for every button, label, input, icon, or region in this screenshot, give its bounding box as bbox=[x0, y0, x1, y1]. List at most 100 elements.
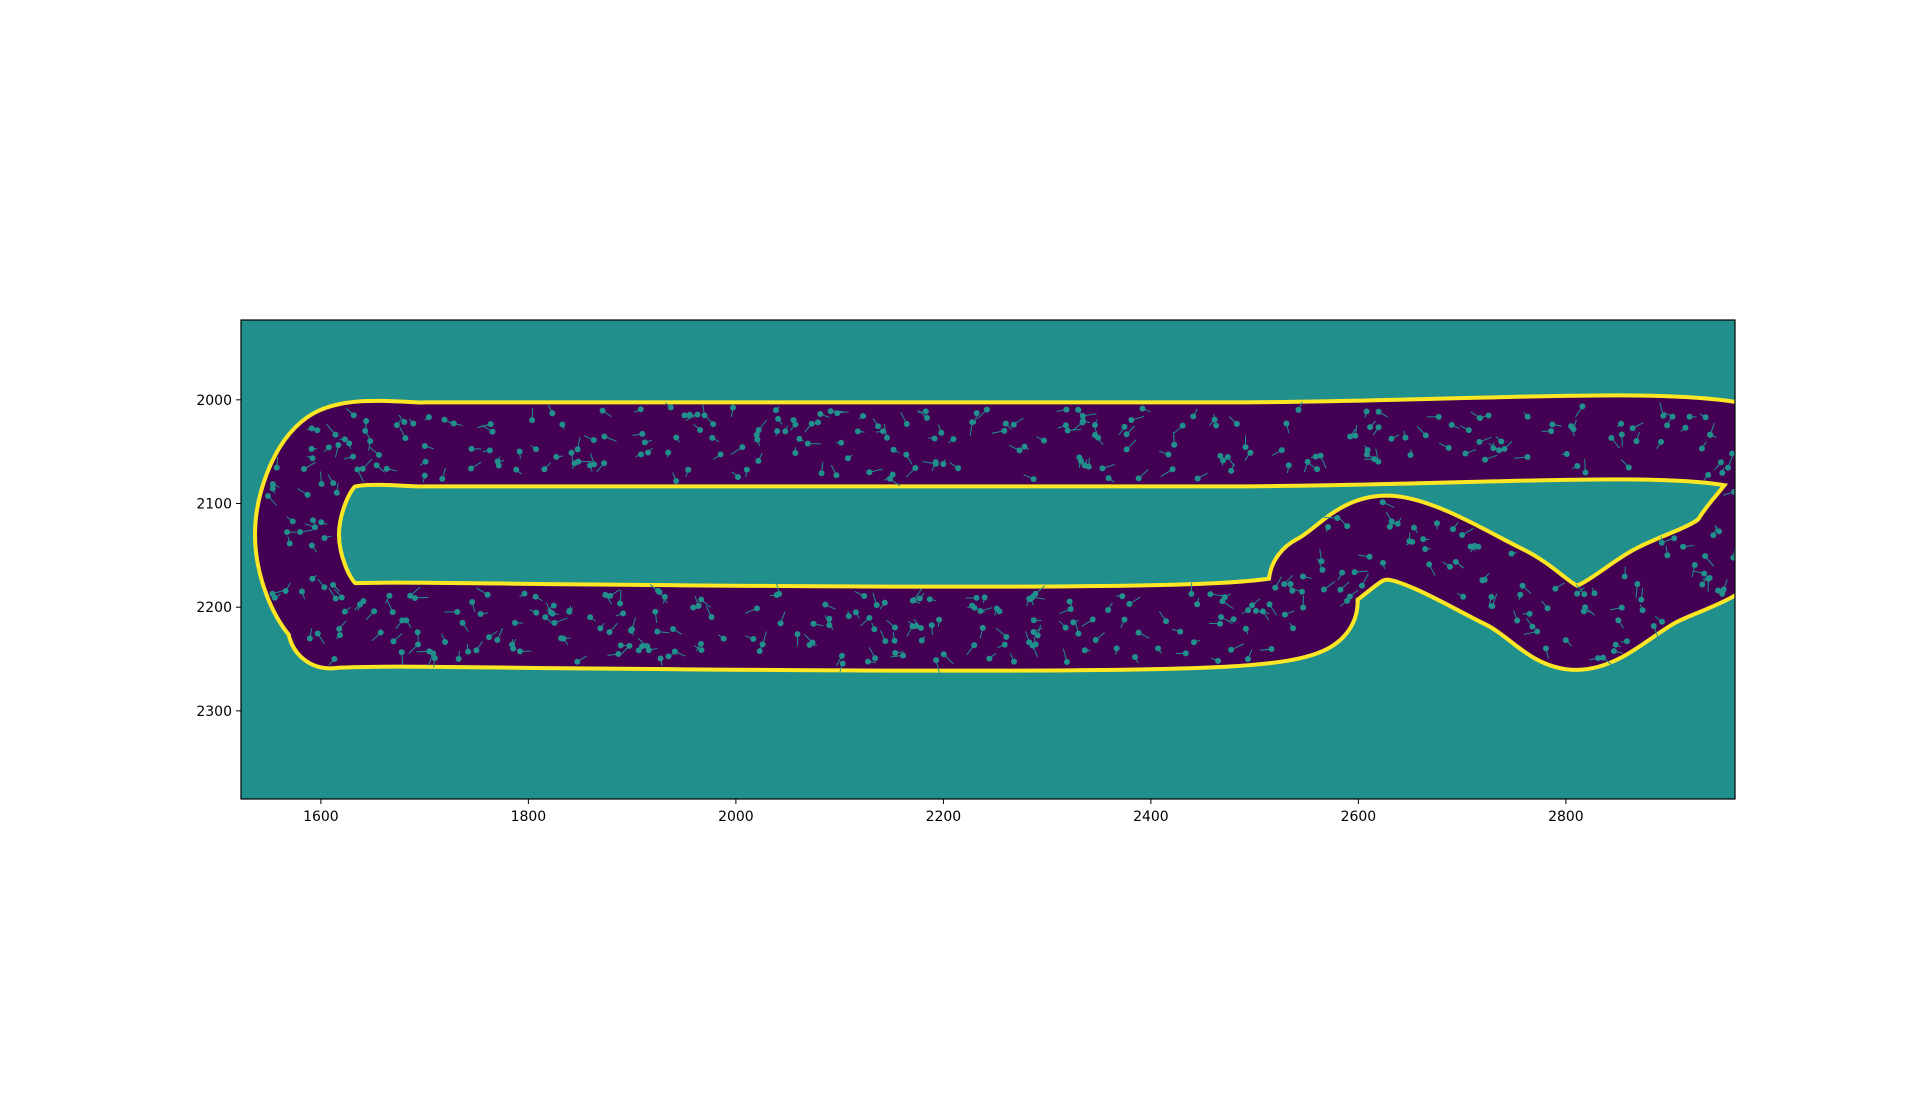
particle-dot bbox=[1364, 446, 1371, 453]
particle bbox=[1303, 458, 1311, 473]
particle bbox=[1513, 610, 1521, 624]
particle bbox=[804, 440, 822, 447]
particle bbox=[1118, 423, 1128, 436]
particle-dot bbox=[1422, 432, 1429, 439]
particle-dot bbox=[665, 449, 672, 456]
particle-dot bbox=[335, 441, 342, 448]
particle-dot bbox=[1344, 597, 1351, 604]
particle-dot bbox=[1128, 417, 1135, 424]
particle bbox=[431, 655, 438, 668]
particle-dot bbox=[755, 427, 762, 434]
particle bbox=[1729, 450, 1735, 457]
particle-dot bbox=[1450, 526, 1457, 533]
particle-dot bbox=[1034, 632, 1041, 639]
particle-dot bbox=[671, 648, 678, 655]
particle bbox=[986, 652, 997, 662]
particle-dot bbox=[1067, 606, 1074, 613]
particle-dot bbox=[1519, 582, 1526, 589]
particle bbox=[1059, 606, 1074, 615]
particle-dot bbox=[1366, 553, 1373, 560]
particle bbox=[872, 592, 880, 609]
particle-dot bbox=[1113, 645, 1120, 652]
particle-dot bbox=[574, 446, 581, 453]
particle-dot bbox=[1623, 638, 1630, 645]
particle-dot bbox=[346, 440, 353, 447]
particle-dot bbox=[549, 410, 556, 417]
particle-dot bbox=[1524, 454, 1531, 461]
particle-dot bbox=[407, 592, 414, 599]
particle-dot bbox=[1482, 456, 1489, 463]
particle-dot bbox=[542, 614, 549, 621]
particle bbox=[644, 447, 653, 456]
particle-dot bbox=[661, 593, 668, 600]
particle-dot bbox=[1406, 538, 1413, 545]
particle-dot bbox=[1471, 542, 1478, 549]
particle-dot bbox=[695, 602, 702, 609]
particle bbox=[844, 454, 853, 462]
particle bbox=[949, 462, 962, 472]
particle bbox=[441, 633, 449, 645]
particle bbox=[632, 430, 646, 437]
particle bbox=[868, 647, 879, 662]
particle-dot bbox=[1319, 566, 1326, 573]
particle bbox=[341, 606, 351, 615]
particle bbox=[1081, 459, 1088, 469]
particle bbox=[661, 593, 668, 604]
particle bbox=[327, 474, 337, 487]
particle bbox=[891, 632, 898, 644]
particle-dot bbox=[1217, 452, 1224, 459]
particle bbox=[357, 598, 367, 611]
particle-dot bbox=[1242, 625, 1249, 632]
particle bbox=[973, 410, 980, 424]
particle bbox=[558, 635, 571, 642]
particle bbox=[621, 642, 633, 655]
particle-dot bbox=[1488, 593, 1495, 600]
particle-dot bbox=[655, 587, 662, 594]
particle bbox=[1010, 417, 1024, 428]
particle-dot bbox=[1211, 416, 1218, 423]
particle bbox=[1064, 427, 1082, 434]
particle bbox=[1488, 593, 1495, 608]
particle bbox=[1289, 622, 1297, 632]
particle bbox=[745, 605, 760, 614]
particle-dot bbox=[304, 491, 311, 498]
particle-dot bbox=[1062, 624, 1069, 631]
particle-dot bbox=[1720, 586, 1727, 593]
particle bbox=[940, 651, 954, 665]
particle bbox=[1364, 445, 1371, 453]
particle bbox=[745, 635, 757, 642]
particle bbox=[607, 589, 620, 599]
particle-dot bbox=[1177, 628, 1184, 635]
particle bbox=[602, 591, 613, 605]
particle bbox=[705, 416, 717, 428]
particle bbox=[1658, 536, 1665, 546]
particle bbox=[836, 439, 845, 446]
particle-dot bbox=[1001, 427, 1008, 434]
particle bbox=[743, 466, 750, 478]
particle bbox=[1126, 596, 1141, 607]
particle bbox=[993, 605, 1000, 616]
axes-frame bbox=[240, 319, 1736, 800]
particle bbox=[444, 608, 461, 615]
particle bbox=[1292, 588, 1306, 595]
particle-dot bbox=[1179, 422, 1186, 429]
particle-dot bbox=[350, 412, 357, 419]
y-tick-label: 2000 bbox=[196, 393, 232, 409]
particle-dot bbox=[309, 455, 316, 462]
particle-dot bbox=[1639, 607, 1646, 614]
particle bbox=[1542, 645, 1549, 659]
particle bbox=[1618, 431, 1625, 447]
particle-dot bbox=[1021, 443, 1028, 450]
particle bbox=[1358, 553, 1373, 560]
particle bbox=[879, 599, 888, 610]
particle-dot bbox=[1698, 445, 1705, 452]
particle bbox=[1448, 421, 1460, 429]
particle-dot bbox=[1029, 642, 1036, 649]
particle-dot bbox=[1320, 586, 1327, 593]
particle-dot bbox=[1249, 602, 1256, 609]
particle-dot bbox=[306, 635, 313, 642]
particle-dot bbox=[924, 414, 931, 421]
particle bbox=[574, 436, 581, 453]
particle-dot bbox=[606, 629, 613, 636]
particle bbox=[1339, 597, 1351, 607]
